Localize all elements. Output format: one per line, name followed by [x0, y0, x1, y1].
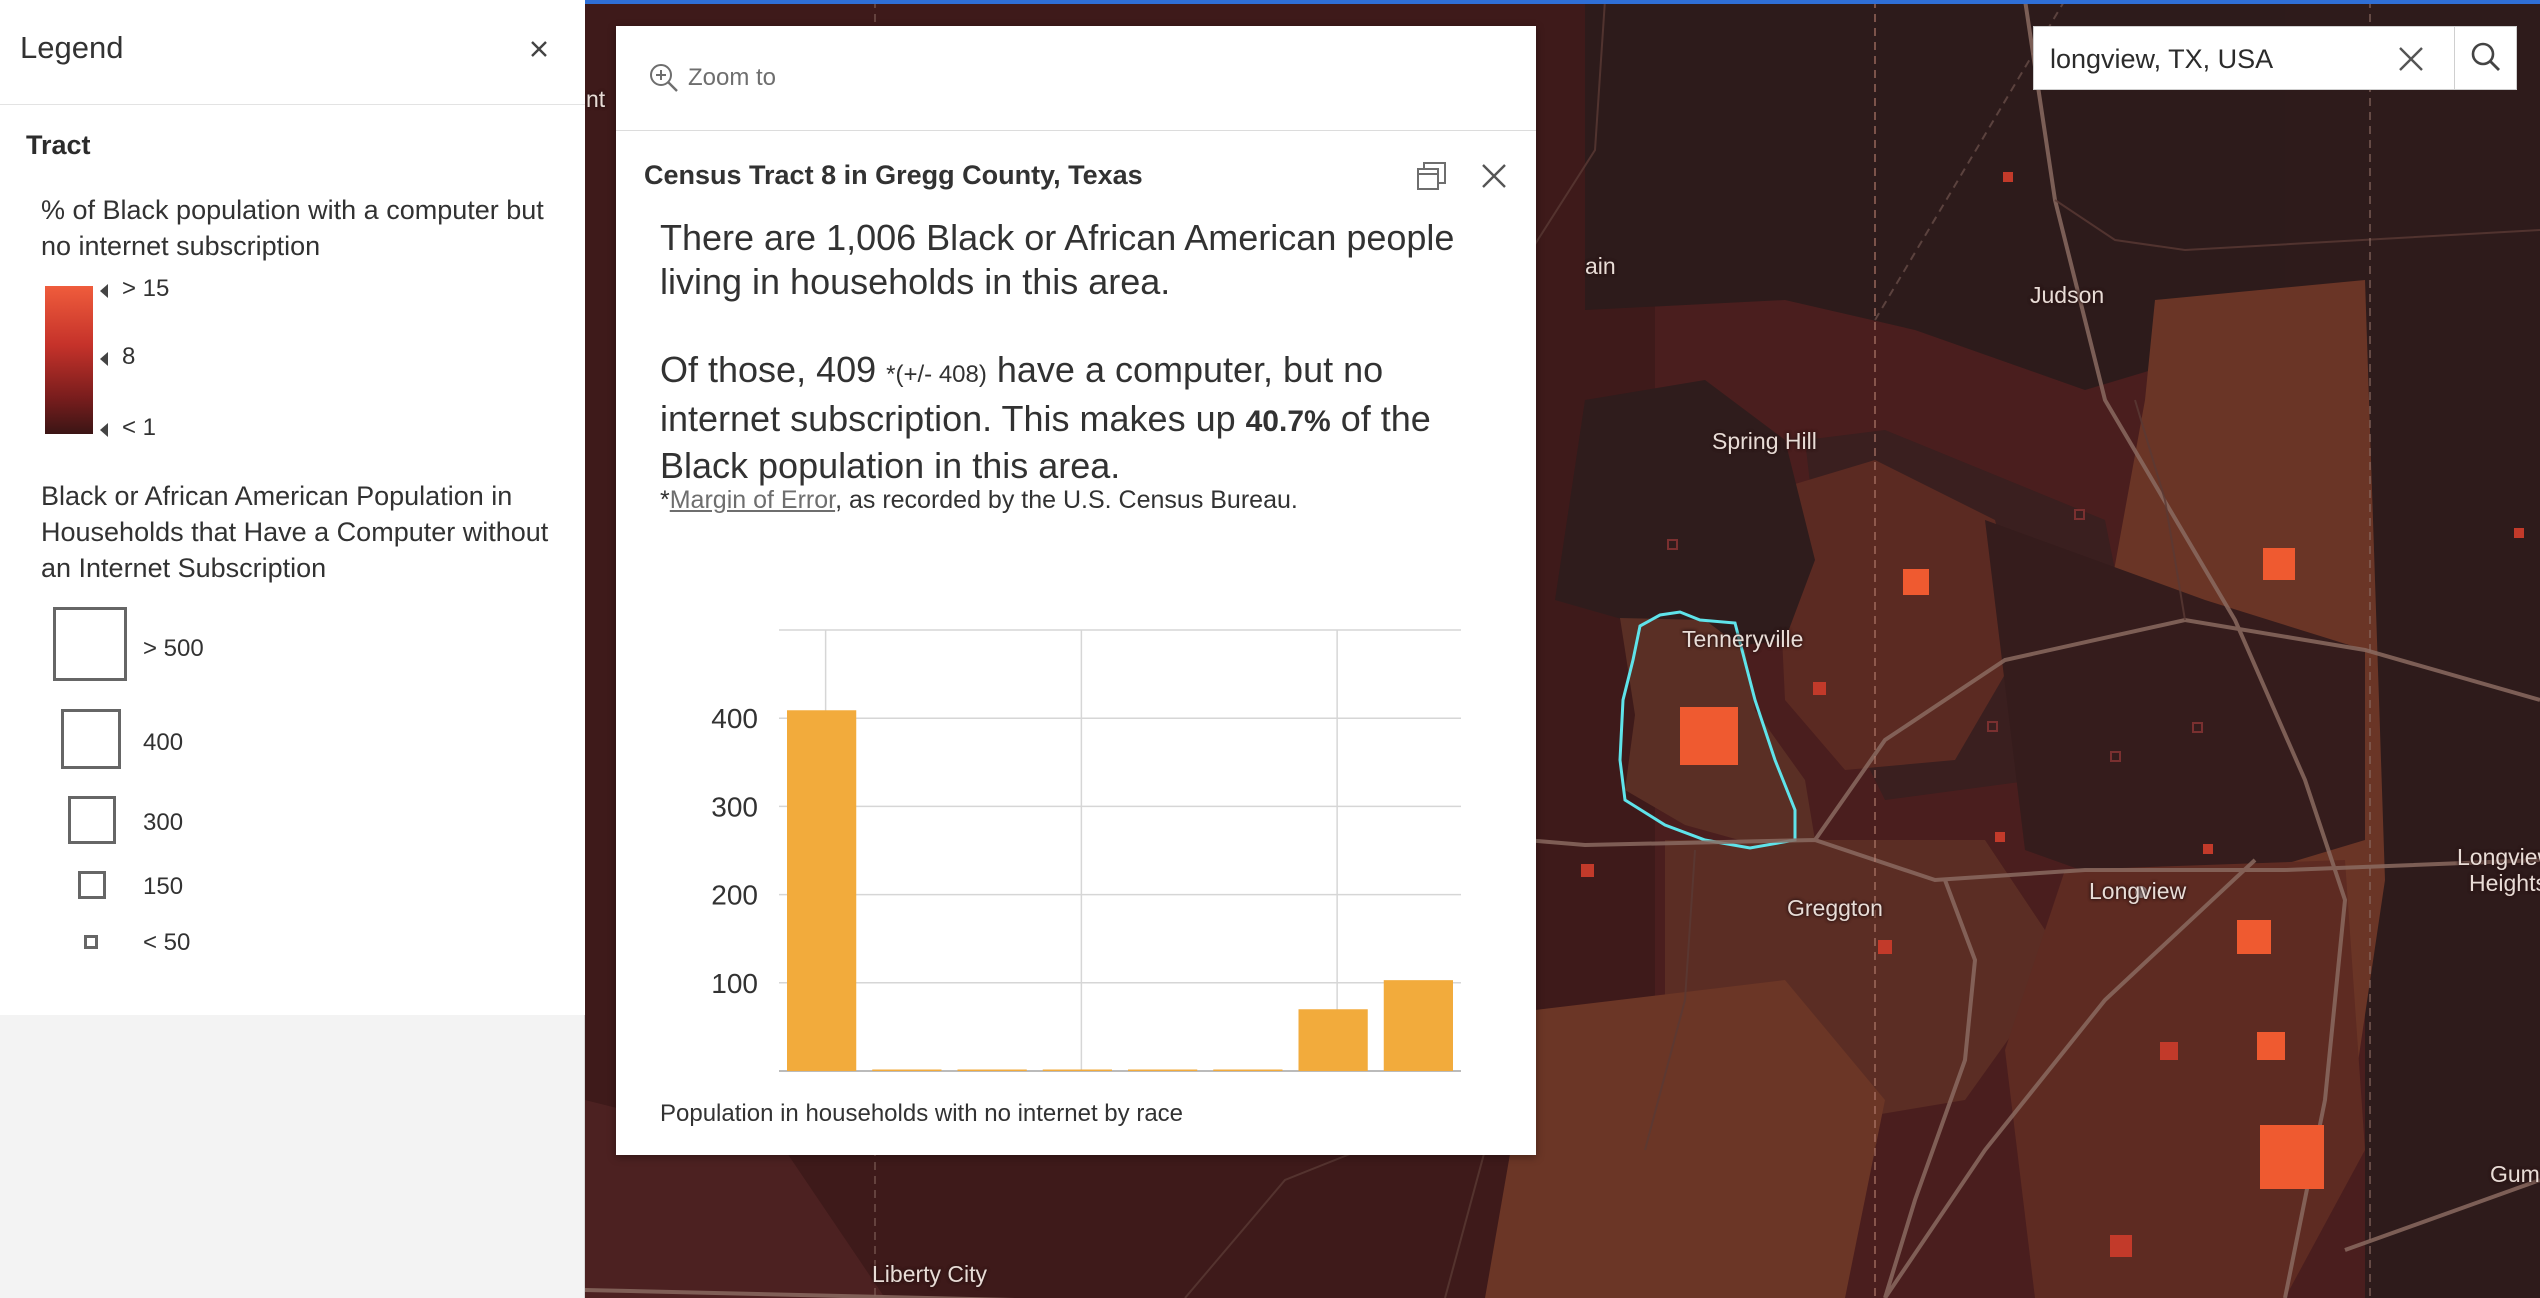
- color-ramp-stop-mid: 8: [100, 343, 135, 371]
- size-swatch-large: [53, 607, 127, 681]
- top-accent-bar: [585, 0, 2540, 4]
- color-ramp-title: % of Black population with a computer bu…: [41, 195, 544, 261]
- popup-paragraph: Of those, 409 *(+/- 408) have a computer…: [660, 349, 1431, 486]
- size-swatch: [78, 871, 106, 899]
- y-tick-label: 300: [711, 791, 758, 822]
- map-label: nt: [586, 86, 606, 112]
- chart-bar[interactable]: [1042, 1069, 1112, 1072]
- zoom-to-button[interactable]: Zoom to: [648, 58, 776, 98]
- legend-layer-title: Tract: [26, 130, 91, 160]
- zoom-to-label: Zoom to: [688, 64, 777, 91]
- clear-icon[interactable]: [2396, 44, 2426, 74]
- zoom-in-icon: [650, 64, 678, 92]
- map-label: ain: [1585, 253, 1616, 279]
- legend-header: Legend: [0, 0, 585, 105]
- color-ramp-stop-low: < 1: [100, 414, 156, 442]
- size-label: 150: [143, 873, 184, 900]
- size-label: 300: [143, 809, 184, 836]
- margin-of-error: *(+/- 408): [886, 361, 987, 388]
- size-swatch: [68, 796, 116, 844]
- popup-paragraph: There are 1,006 Black or African America…: [660, 217, 1455, 302]
- chart-y-axis: 100 200 300 400: [711, 703, 758, 999]
- map-label-tenneryville: Tenneryville: [1682, 626, 1804, 652]
- size-swatch-small: [84, 935, 98, 949]
- map-view[interactable]: nt ain Judson Spring Hill Tenneryville G…: [585, 0, 2540, 1298]
- map-label-spring-hill: Spring Hill: [1712, 428, 1817, 454]
- color-ramp-stop-high: > 15: [100, 275, 169, 303]
- legend-panel: Legend Tract % of Black population with …: [0, 0, 585, 1015]
- search-box: [2033, 26, 2455, 91]
- feature-popup: Zoom to Census Tract 8 in Gregg County, …: [616, 26, 1536, 1155]
- dock-icon[interactable]: [1414, 158, 1450, 194]
- y-tick-label: 100: [711, 968, 758, 999]
- popup-actions-bar: Zoom to: [616, 26, 1536, 131]
- map-label-heights: Heights: [2469, 870, 2540, 896]
- size-label: 400: [143, 729, 184, 756]
- search-input[interactable]: [2048, 27, 2382, 91]
- y-tick-label: 200: [711, 880, 758, 911]
- chart-bar[interactable]: [1383, 980, 1453, 1071]
- map-label-longview-heights: Longview: [2457, 844, 2540, 870]
- bar-chart: 100 200 300 400: [711, 629, 1461, 1072]
- proportional-symbols[interactable]: [1680, 548, 2324, 1189]
- popup-title: Census Tract 8 in Gregg County, Texas: [644, 160, 1143, 190]
- y-tick-label: 400: [711, 703, 758, 734]
- map-label-judson: Judson: [2030, 282, 2105, 308]
- chart-grid: [779, 629, 1461, 1072]
- size-swatch: [61, 709, 121, 769]
- search-button[interactable]: [2455, 26, 2517, 90]
- map-label-liberty-city: Liberty City: [872, 1261, 988, 1287]
- chart-bar[interactable]: [1128, 1069, 1198, 1072]
- chart-caption: Population in households with no interne…: [660, 1100, 1184, 1127]
- search-icon: [2471, 42, 2500, 71]
- size-legend-title: Black or African American Population in …: [41, 481, 549, 583]
- map-label-greggton: Greggton: [1787, 895, 1883, 921]
- legend-sidebar: Legend Tract % of Black population with …: [0, 0, 585, 1298]
- chart-bar[interactable]: [957, 1069, 1027, 1072]
- chart-bar[interactable]: [872, 1069, 942, 1072]
- margin-of-error-link[interactable]: Margin of Error: [669, 486, 836, 514]
- chart-bar[interactable]: [1213, 1069, 1283, 1072]
- size-label: > 500: [143, 635, 204, 662]
- chart-bar[interactable]: [1298, 1009, 1368, 1071]
- legend-title: Legend: [20, 30, 124, 65]
- percentage-value: 40.7%: [1245, 405, 1331, 438]
- chart-bars: [787, 710, 1453, 1071]
- color-ramp-bar: [45, 286, 93, 434]
- chart-bar[interactable]: [787, 710, 857, 1071]
- map-label-gum-springs: Gum Spr: [2490, 1161, 2540, 1187]
- map-label-longview: Longview: [2089, 878, 2187, 904]
- popup-footnote: *Margin of Error, as recorded by the U.S…: [660, 486, 1298, 514]
- close-icon[interactable]: [522, 32, 556, 66]
- size-label: < 50: [143, 929, 191, 956]
- close-icon[interactable]: [1478, 160, 1510, 192]
